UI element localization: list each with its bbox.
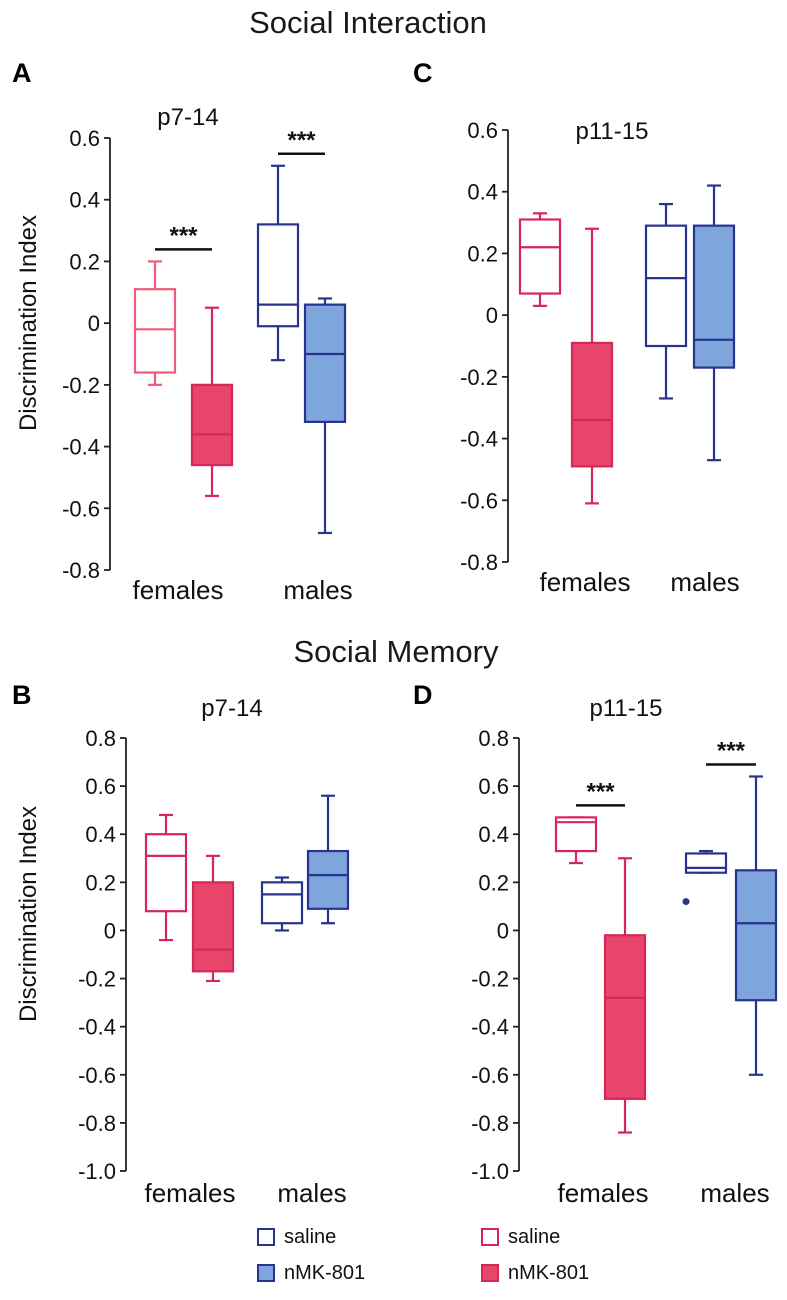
legend-right-saline-swatch — [481, 1228, 499, 1246]
y-tick-label-b: 0.8 — [85, 726, 116, 751]
chart-panel-c: p11-15 0.6 0.4 0.2 0 -0.2 -0.4 -0.6 -0.8 females m… — [460, 118, 740, 597]
y-tick-label-a: -0.2 — [62, 373, 100, 398]
box-males-saline-c-box — [644, 224, 688, 348]
significance-label-females-d: *** — [586, 778, 615, 805]
y-tick-label-d: 0.4 — [478, 822, 509, 847]
y-tick-label-a: 0 — [88, 311, 100, 336]
panel-title-a: p7-14 — [157, 104, 218, 131]
y-tick-label-c: -0.4 — [460, 427, 498, 452]
y-tick-label-c: 0.2 — [467, 241, 498, 266]
section-title-social-interaction: Social Interaction — [249, 5, 487, 40]
y-tick-label-b: -0.4 — [78, 1015, 116, 1040]
y-tick-label-a: 0.6 — [69, 126, 100, 151]
panel-title-b: p7-14 — [201, 695, 262, 722]
box-males-saline-a-box — [256, 223, 300, 328]
panel-letter-c: C — [413, 58, 433, 88]
y-tick-label-a: -0.8 — [62, 558, 100, 583]
y-tick-label-a: -0.4 — [62, 435, 100, 460]
y-tick-label-c: 0.6 — [467, 118, 498, 143]
panel-title-d: p11-15 — [590, 695, 663, 722]
box-males-saline-b-box — [260, 881, 304, 925]
y-tick-label-b: -1.0 — [78, 1159, 116, 1184]
y-tick-label-b: 0.4 — [85, 822, 116, 847]
chart-panel-d: p11-15 0.8 0.6 0.4 0.2 0 -0.2 -0.4 -0.6 -0.8 -1.0 f… — [471, 695, 778, 1208]
y-tick-label-d: 0 — [497, 918, 509, 943]
x-category-label-females-d: females — [557, 1178, 648, 1208]
box-males-nmk-801-a-box — [303, 303, 347, 423]
legend-left-nmk-801-swatch — [257, 1264, 275, 1282]
legend-right-nmk-801-swatch — [481, 1264, 499, 1282]
box-males-nmk-801-b-box — [306, 849, 350, 910]
legend-right-nmk-801-label: nMK-801 — [508, 1262, 589, 1284]
x-category-label-females-b: females — [144, 1178, 235, 1208]
y-tick-label-d: 0.2 — [478, 870, 509, 895]
box-males-saline-d-outlier — [682, 898, 690, 906]
section-title-social-memory: Social Memory — [294, 634, 499, 669]
box-males-saline-d-box — [684, 852, 728, 874]
legend: saline nMK-801 saline nMK-801 — [257, 1226, 589, 1284]
y-tick-label-d: 0.6 — [478, 774, 509, 799]
y-tick-label-a: 0.4 — [69, 188, 100, 213]
y-tick-label-c: -0.6 — [460, 488, 498, 513]
panel-title-c: p11-15 — [576, 118, 649, 145]
significance-label-males-d: *** — [717, 737, 746, 764]
y-tick-label-b: -0.6 — [78, 1063, 116, 1088]
box-females-nmk-801-b-box — [191, 881, 235, 973]
legend-right-saline-label: saline — [508, 1226, 560, 1248]
y-tick-label-d: -0.2 — [471, 967, 509, 992]
significance-label-males-a: *** — [287, 127, 316, 154]
legend-left-nmk-801-label: nMK-801 — [284, 1262, 365, 1284]
x-category-label-males-a: males — [283, 575, 352, 605]
legend-left-saline-swatch — [257, 1228, 275, 1246]
x-category-label-males-b: males — [277, 1178, 346, 1208]
y-axis-label-b: Discrimination Index — [15, 806, 42, 1022]
y-tick-label-d: -0.8 — [471, 1111, 509, 1136]
legend-left-saline-label: saline — [284, 1226, 336, 1248]
y-tick-label-d: -0.6 — [471, 1063, 509, 1088]
box-females-saline-c-box — [518, 218, 562, 295]
y-tick-label-a: 0.2 — [69, 249, 100, 274]
box-males-nmk-801-c-box — [692, 224, 736, 369]
y-tick-label-b: -0.2 — [78, 967, 116, 992]
chart-panel-a: p7-14 Discrimination Index 0.6 0.4 0.2 0 -0.2 -… — [15, 104, 353, 605]
panel-letter-a: A — [12, 58, 32, 88]
y-tick-label-a: -0.6 — [62, 496, 100, 521]
x-category-label-females-a: females — [132, 575, 223, 605]
y-tick-label-b: 0.6 — [85, 774, 116, 799]
y-tick-label-c: 0 — [486, 303, 498, 328]
box-females-saline-a-box — [133, 288, 177, 374]
x-category-label-females-c: females — [539, 567, 630, 597]
y-tick-label-c: -0.8 — [460, 550, 498, 575]
box-females-saline-b-box — [144, 833, 188, 913]
x-category-label-males-c: males — [670, 567, 739, 597]
y-axis-label-a: Discrimination Index — [15, 215, 42, 431]
box-females-nmk-801-a-box — [190, 383, 234, 467]
panel-letter-b: B — [12, 680, 32, 710]
x-category-label-males-d: males — [700, 1178, 769, 1208]
box-females-nmk-801-d-box — [603, 934, 647, 1100]
y-tick-label-c: -0.2 — [460, 365, 498, 390]
significance-label-females-a: *** — [169, 222, 198, 249]
chart-panel-b: p7-14 Discrimination Index 0.8 0.6 0.4 0.2 0 -0… — [15, 695, 350, 1208]
box-males-nmk-801-d-box — [734, 869, 778, 1002]
y-tick-label-b: 0.2 — [85, 870, 116, 895]
y-tick-label-c: 0.4 — [467, 180, 498, 205]
y-tick-label-b: -0.8 — [78, 1111, 116, 1136]
y-tick-label-d: -0.4 — [471, 1015, 509, 1040]
y-tick-label-d: 0.8 — [478, 726, 509, 751]
panel-letter-d: D — [413, 680, 433, 710]
y-tick-label-d: -1.0 — [471, 1159, 509, 1184]
y-tick-label-b: 0 — [104, 918, 116, 943]
box-females-nmk-801-c-box — [570, 341, 614, 468]
